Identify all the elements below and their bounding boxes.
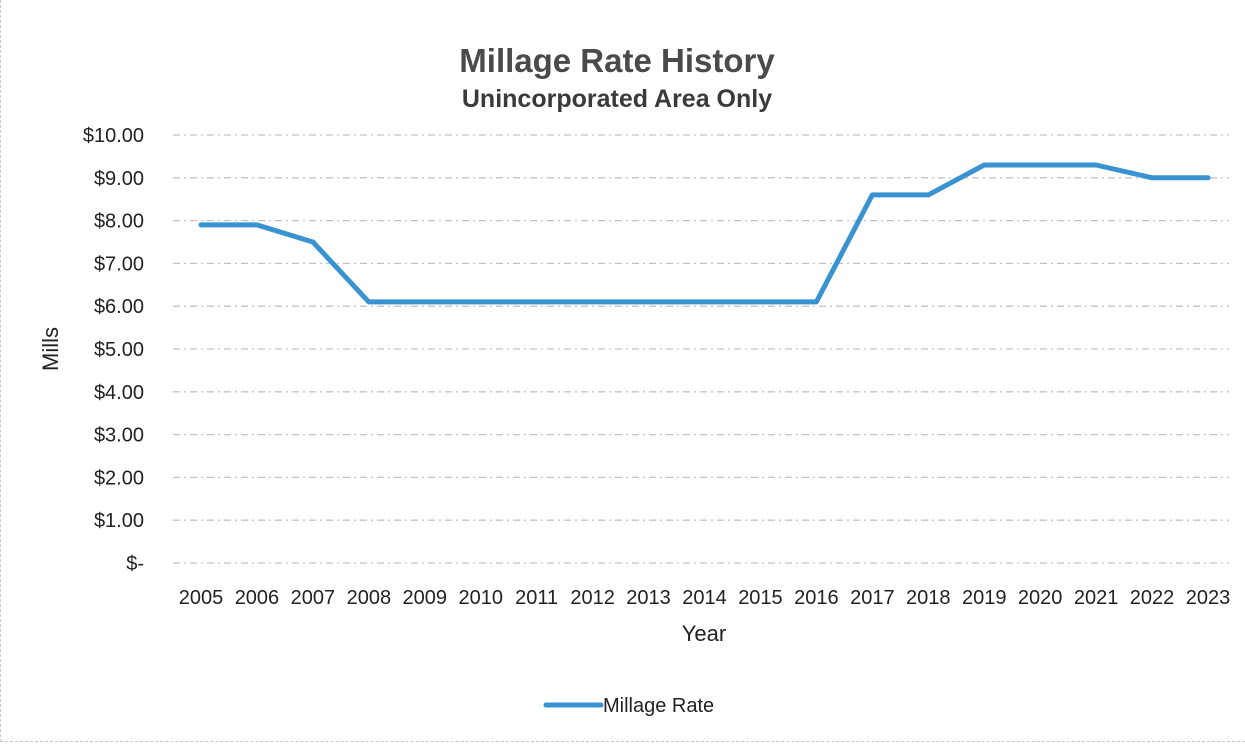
y-tick-label: $- xyxy=(126,553,144,575)
series-lines xyxy=(198,162,1211,305)
x-tick-label: 2022 xyxy=(1130,587,1175,609)
x-tick-label: 2009 xyxy=(403,587,448,609)
x-axis-title: Year xyxy=(682,621,726,646)
y-tick-label: $1.00 xyxy=(94,510,144,532)
y-tick-label: $8.00 xyxy=(94,211,144,233)
x-tick-label: 2015 xyxy=(738,587,783,609)
x-tick-label: 2010 xyxy=(458,587,503,609)
x-tick-label: 2014 xyxy=(682,587,727,609)
y-tick-label: $2.00 xyxy=(94,467,144,489)
x-tick-label: 2011 xyxy=(515,587,558,609)
legend-label: Millage Rate xyxy=(603,695,714,717)
y-tick-label: $6.00 xyxy=(94,296,144,318)
x-tick-label: 2021 xyxy=(1074,587,1119,609)
x-tick-label: 2016 xyxy=(794,587,839,609)
y-tick-label: $3.00 xyxy=(94,425,144,447)
y-axis-tick-labels: $- $1.00 $2.00 $3.00 $4.00 $5.00 $6.00 $7.00 $8.… xyxy=(83,125,144,575)
series-line-millage-rate xyxy=(198,162,1211,305)
legend: Millage Rate xyxy=(543,695,714,717)
x-tick-label: 2013 xyxy=(626,587,671,609)
gridlines xyxy=(173,134,1229,564)
x-tick-label: 2018 xyxy=(906,587,951,609)
y-tick-label: $10.00 xyxy=(83,125,144,147)
x-tick-label: 2007 xyxy=(291,587,336,609)
y-tick-label: $9.00 xyxy=(94,168,144,190)
x-tick-label: 2005 xyxy=(179,587,224,609)
x-tick-label: 2017 xyxy=(850,587,895,609)
x-tick-label: 2020 xyxy=(1018,587,1063,609)
y-tick-label: $7.00 xyxy=(94,253,144,275)
x-tick-label: 2006 xyxy=(235,587,280,609)
y-tick-label: $4.00 xyxy=(94,382,144,404)
y-tick-label: $5.00 xyxy=(94,339,144,361)
x-tick-label: 2008 xyxy=(347,587,392,609)
x-axis-tick-labels: 2005 2006 2007 2008 2009 2010 2011 2012 2013 2014… xyxy=(179,587,1231,609)
chart-subtitle: Unincorporated Area Only xyxy=(462,85,772,113)
x-tick-label: 2012 xyxy=(570,587,615,609)
x-tick-label: 2019 xyxy=(962,587,1007,609)
y-axis-title: Mills xyxy=(38,327,63,371)
x-tick-label: 2023 xyxy=(1186,587,1231,609)
chart-title: Millage Rate History xyxy=(459,42,775,79)
